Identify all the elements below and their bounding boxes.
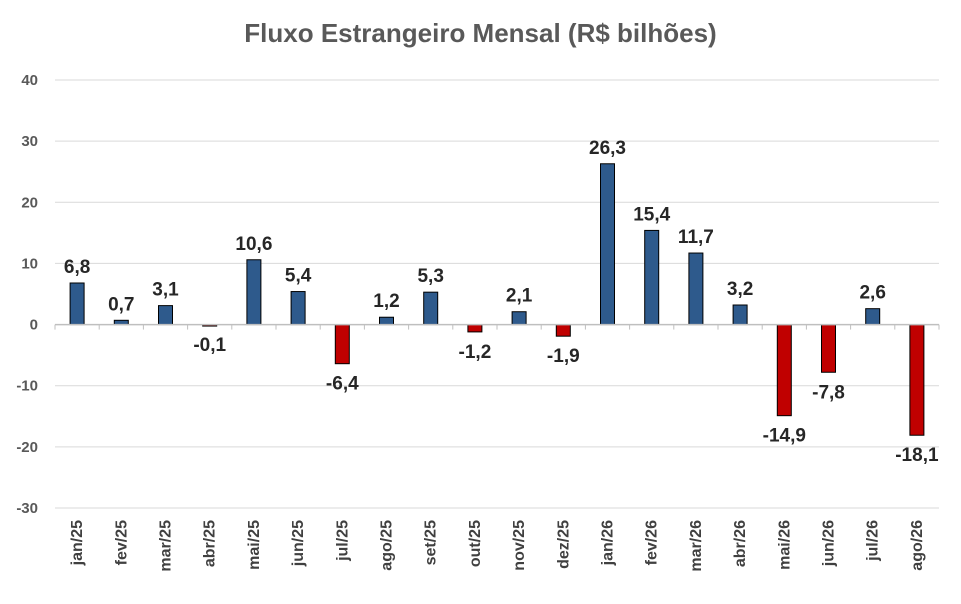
x-tick-label: abr/25 xyxy=(202,520,219,567)
x-tick-label: set/25 xyxy=(423,520,440,565)
bar xyxy=(158,305,173,326)
x-axis-ticks: jan/25 fev/25 mar/25 abr/25 mai/25 jun/25 jul/… xyxy=(69,520,926,572)
data-label: -14,9 xyxy=(763,426,806,447)
x-tick-label: mar/26 xyxy=(688,520,705,572)
data-label: 10,6 xyxy=(235,234,272,255)
x-tick-label: jul/25 xyxy=(334,520,351,562)
x-tick-label: nov/25 xyxy=(511,520,528,571)
bar xyxy=(467,324,483,333)
data-label: -7,8 xyxy=(812,382,845,403)
y-tick-label: 0 xyxy=(30,317,38,334)
bar xyxy=(644,229,660,326)
bar xyxy=(423,291,439,326)
bar xyxy=(821,324,836,373)
x-tick-label: ago/26 xyxy=(909,520,926,571)
bar xyxy=(865,308,881,326)
data-label: 1,2 xyxy=(373,291,399,312)
data-label: 5,4 xyxy=(285,266,312,287)
data-label: -0,1 xyxy=(193,335,226,356)
data-label: -1,2 xyxy=(459,342,492,363)
bar xyxy=(246,259,262,326)
data-label: 2,6 xyxy=(859,283,885,304)
x-tick-label: mai/26 xyxy=(776,520,793,570)
x-tick-label: jun/26 xyxy=(821,520,838,567)
x-tick-label: jun/25 xyxy=(290,520,307,567)
x-tick-label: fev/25 xyxy=(113,520,130,565)
x-tick-label: out/25 xyxy=(467,520,484,567)
data-label: 2,1 xyxy=(506,286,533,307)
chart-title: Fluxo Estrangeiro Mensal (R$ bilhões) xyxy=(244,18,717,48)
x-tick-label: jan/26 xyxy=(600,520,617,566)
x-tick-label: ago/25 xyxy=(379,520,396,571)
bar xyxy=(379,316,394,326)
data-label: 26,3 xyxy=(589,138,626,159)
data-label: -1,9 xyxy=(547,346,580,367)
x-tick-label: mai/25 xyxy=(246,520,263,570)
y-tick-label: 20 xyxy=(21,194,38,211)
data-label: 0,7 xyxy=(108,294,134,315)
y-tick-label: 40 xyxy=(21,72,38,89)
bar xyxy=(290,291,306,326)
bars xyxy=(69,163,925,436)
data-label: 3,2 xyxy=(727,279,753,300)
bar xyxy=(909,324,925,436)
bar xyxy=(69,282,85,326)
x-tick-label: dez/25 xyxy=(555,520,572,569)
x-tick-label: fev/26 xyxy=(644,520,661,565)
data-label: -18,1 xyxy=(895,445,939,466)
y-tick-label: -20 xyxy=(16,439,38,456)
y-axis-ticks: 40 30 20 10 0 -10 -20 -30 xyxy=(16,72,38,517)
x-tick-label: jul/26 xyxy=(865,520,882,562)
data-label: 6,8 xyxy=(64,257,90,278)
x-tick-label: mar/25 xyxy=(158,520,175,572)
y-tick-label: 10 xyxy=(21,255,38,272)
bar xyxy=(511,311,527,326)
data-label: 11,7 xyxy=(678,227,714,248)
y-tick-label: 30 xyxy=(21,133,38,150)
bar xyxy=(600,163,615,326)
data-label: 3,1 xyxy=(152,280,179,301)
x-tick-label: abr/26 xyxy=(732,520,749,567)
gridlines xyxy=(55,79,939,509)
data-labels: 6,8 0,7 3,1 -0,1 10,6 5,4 -6,4 1,2 5,3 -1,2 2,1 -1,… xyxy=(64,138,939,466)
y-tick-label: -30 xyxy=(16,500,38,517)
bar xyxy=(776,324,792,417)
bar xyxy=(732,304,748,326)
bar xyxy=(555,324,571,337)
x-axis xyxy=(54,323,940,330)
data-label: -6,4 xyxy=(326,374,359,395)
data-label: 15,4 xyxy=(633,204,670,225)
x-tick-label: jan/25 xyxy=(69,520,86,566)
bar xyxy=(334,324,350,365)
bar xyxy=(688,252,704,326)
y-tick-label: -10 xyxy=(16,378,38,395)
data-label: 5,3 xyxy=(417,266,443,287)
